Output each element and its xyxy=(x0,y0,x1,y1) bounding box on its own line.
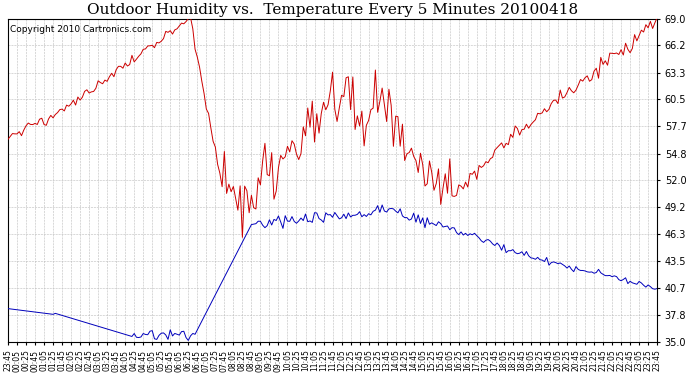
Text: Copyright 2010 Cartronics.com: Copyright 2010 Cartronics.com xyxy=(10,25,151,34)
Title: Outdoor Humidity vs.  Temperature Every 5 Minutes 20100418: Outdoor Humidity vs. Temperature Every 5… xyxy=(87,3,578,18)
